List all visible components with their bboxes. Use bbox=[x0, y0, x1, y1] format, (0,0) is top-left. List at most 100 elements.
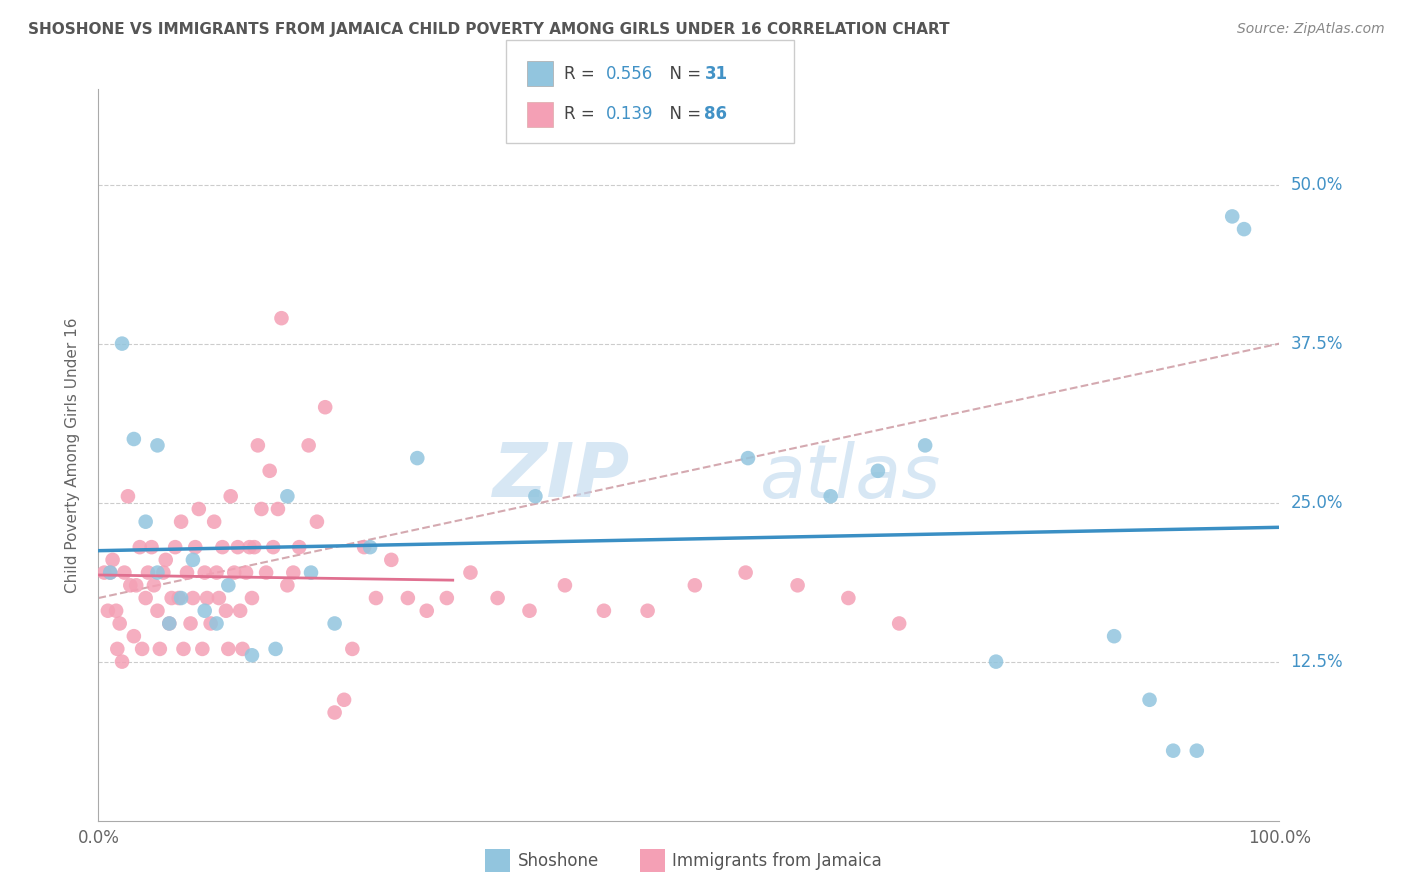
Point bbox=[519, 604, 541, 618]
Point bbox=[889, 616, 911, 631]
Point bbox=[314, 401, 336, 415]
Point bbox=[298, 438, 321, 452]
Point bbox=[194, 604, 217, 618]
Point bbox=[323, 616, 346, 631]
Point bbox=[786, 578, 808, 592]
Point bbox=[231, 641, 253, 656]
Point bbox=[637, 604, 659, 618]
Point bbox=[111, 655, 134, 669]
Point bbox=[93, 566, 115, 580]
Point bbox=[359, 540, 381, 554]
Point bbox=[98, 566, 121, 580]
Text: R =: R = bbox=[564, 105, 600, 123]
Point bbox=[180, 616, 202, 631]
Point bbox=[146, 438, 169, 452]
Text: atlas: atlas bbox=[759, 441, 941, 513]
Point bbox=[1161, 744, 1184, 758]
Point bbox=[191, 641, 214, 656]
Point bbox=[215, 604, 238, 618]
Point bbox=[436, 591, 458, 605]
Point bbox=[239, 540, 262, 554]
Point bbox=[380, 553, 402, 567]
Point bbox=[246, 438, 269, 452]
Text: 0.556: 0.556 bbox=[606, 65, 654, 83]
Point bbox=[219, 489, 242, 503]
Point bbox=[111, 336, 134, 351]
Point bbox=[984, 655, 1007, 669]
Point bbox=[364, 591, 387, 605]
Point bbox=[122, 432, 145, 446]
Point bbox=[353, 540, 375, 554]
Text: 12.5%: 12.5% bbox=[1291, 653, 1343, 671]
Point bbox=[202, 515, 225, 529]
Text: 37.5%: 37.5% bbox=[1291, 334, 1343, 352]
Point bbox=[283, 566, 305, 580]
Point bbox=[264, 641, 287, 656]
Point bbox=[486, 591, 509, 605]
Point bbox=[217, 641, 239, 656]
Point bbox=[152, 566, 174, 580]
Point bbox=[160, 591, 183, 605]
Point bbox=[98, 566, 121, 580]
Point bbox=[122, 629, 145, 643]
Point bbox=[176, 566, 198, 580]
Point bbox=[131, 641, 153, 656]
Text: Source: ZipAtlas.com: Source: ZipAtlas.com bbox=[1237, 22, 1385, 37]
Point bbox=[136, 566, 159, 580]
Point bbox=[101, 553, 124, 567]
Point bbox=[146, 604, 169, 618]
Point bbox=[250, 502, 273, 516]
Point bbox=[396, 591, 419, 605]
Point bbox=[211, 540, 233, 554]
Point bbox=[554, 578, 576, 592]
Point bbox=[200, 616, 222, 631]
Point bbox=[254, 566, 277, 580]
Point bbox=[524, 489, 547, 503]
Point bbox=[288, 540, 311, 554]
Point bbox=[105, 604, 128, 618]
Point bbox=[194, 566, 217, 580]
Point bbox=[914, 438, 936, 452]
Point bbox=[195, 591, 218, 605]
Point bbox=[240, 648, 263, 663]
Point bbox=[299, 566, 322, 580]
Text: N =: N = bbox=[659, 105, 707, 123]
Point bbox=[683, 578, 706, 592]
Point bbox=[105, 641, 128, 656]
Point bbox=[146, 566, 169, 580]
Point bbox=[149, 641, 172, 656]
Point bbox=[235, 566, 257, 580]
Point bbox=[125, 578, 148, 592]
Text: 31: 31 bbox=[704, 65, 727, 83]
Text: 86: 86 bbox=[704, 105, 727, 123]
Point bbox=[267, 502, 290, 516]
Point bbox=[270, 311, 292, 326]
Point bbox=[142, 578, 165, 592]
Point bbox=[184, 540, 207, 554]
Point bbox=[97, 604, 120, 618]
Point bbox=[117, 489, 139, 503]
Point bbox=[135, 515, 157, 529]
Point bbox=[108, 616, 131, 631]
Point bbox=[224, 566, 246, 580]
Text: Immigrants from Jamaica: Immigrants from Jamaica bbox=[672, 852, 882, 870]
Point bbox=[1220, 210, 1243, 224]
Text: Shoshone: Shoshone bbox=[517, 852, 599, 870]
Point bbox=[157, 616, 180, 631]
Point bbox=[187, 502, 209, 516]
Point bbox=[208, 591, 231, 605]
Point bbox=[128, 540, 150, 554]
Text: SHOSHONE VS IMMIGRANTS FROM JAMAICA CHILD POVERTY AMONG GIRLS UNDER 16 CORRELATI: SHOSHONE VS IMMIGRANTS FROM JAMAICA CHIL… bbox=[28, 22, 949, 37]
Point bbox=[1102, 629, 1125, 643]
Point bbox=[734, 566, 756, 580]
Point bbox=[262, 540, 284, 554]
Point bbox=[406, 451, 429, 466]
Text: 50.0%: 50.0% bbox=[1291, 176, 1343, 194]
Point bbox=[593, 604, 616, 618]
Text: N =: N = bbox=[659, 65, 707, 83]
Text: R =: R = bbox=[564, 65, 600, 83]
Point bbox=[205, 616, 228, 631]
Point bbox=[181, 591, 204, 605]
Point bbox=[165, 540, 187, 554]
Point bbox=[181, 553, 204, 567]
